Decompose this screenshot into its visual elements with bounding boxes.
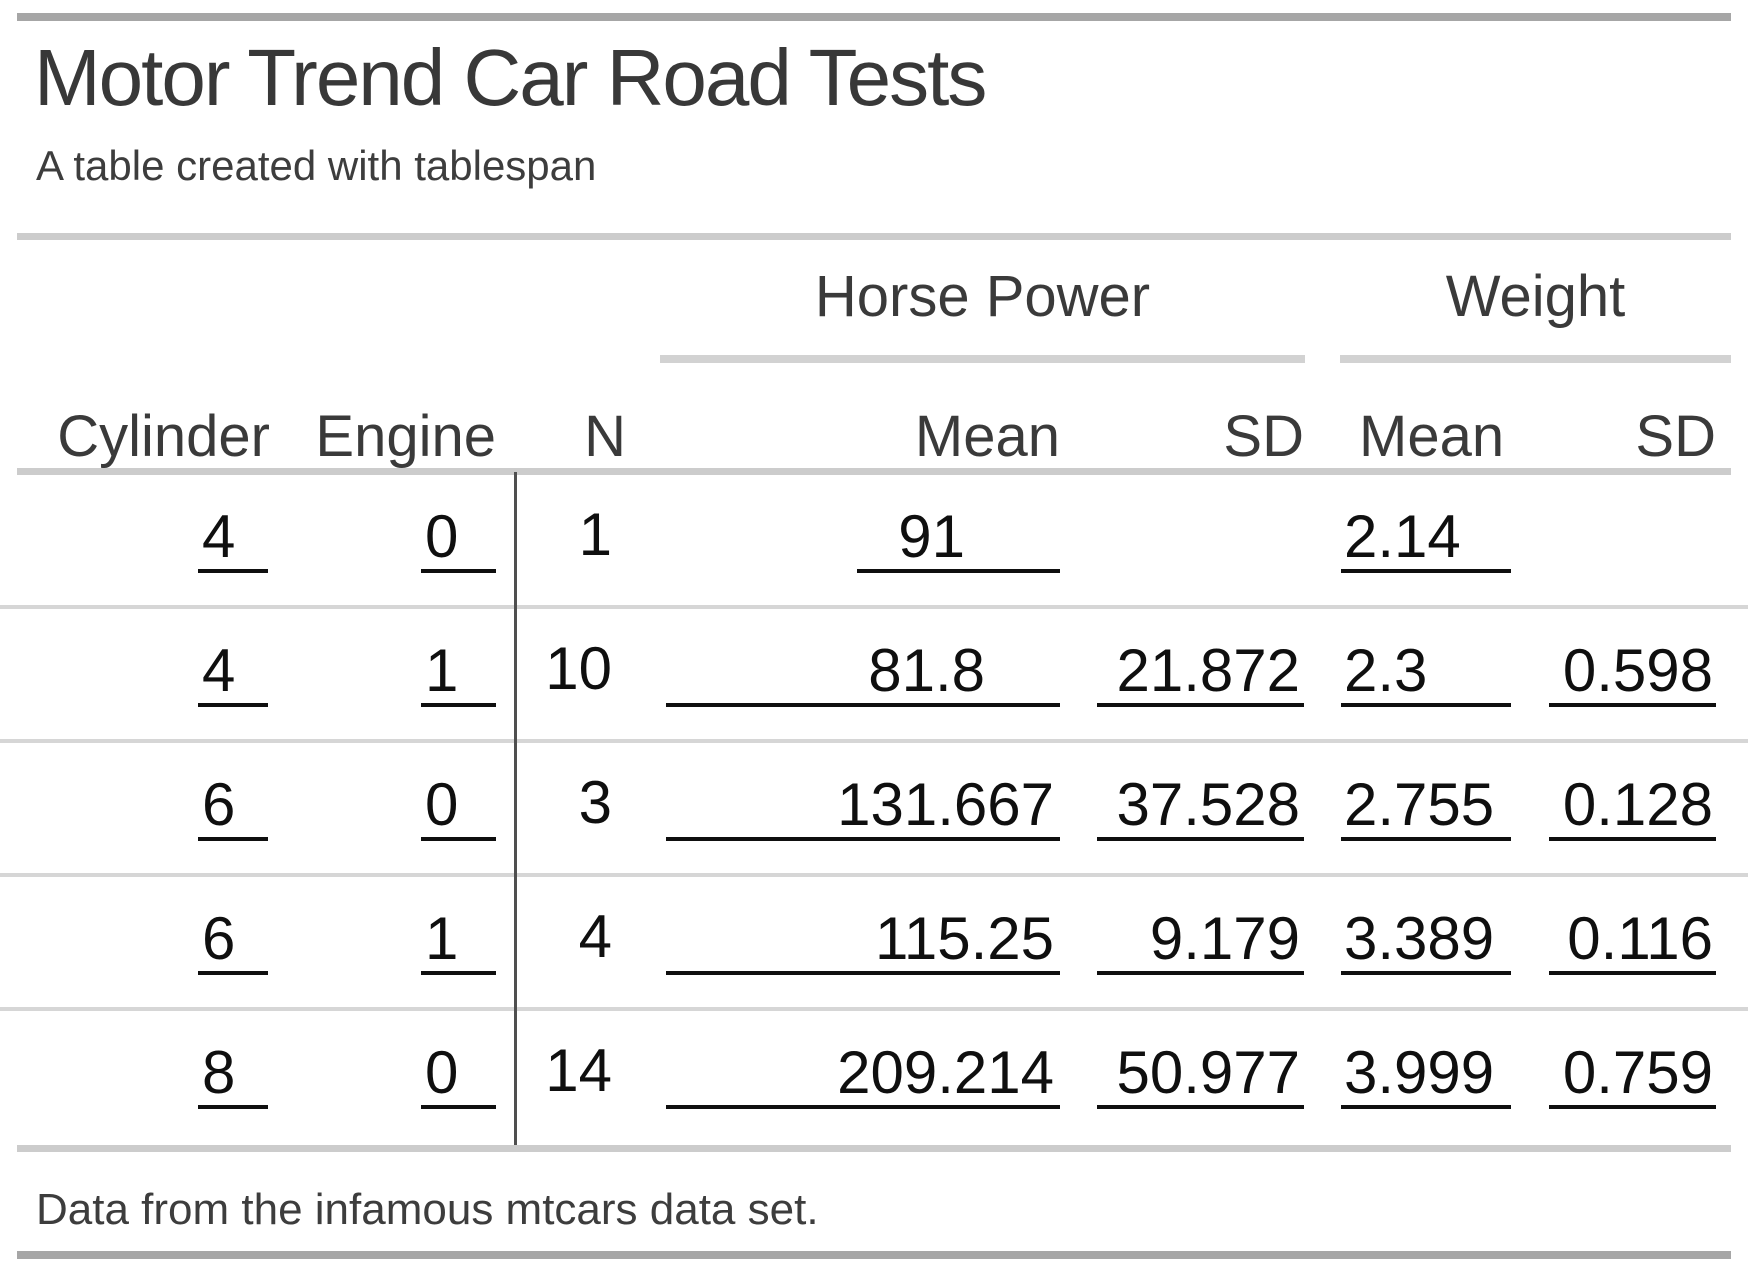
top-frame-bar xyxy=(17,13,1731,21)
column-group-weight: Weight xyxy=(1445,264,1626,329)
column-header-n: N xyxy=(584,404,626,469)
cell-engine: 0 xyxy=(421,1043,496,1109)
table-body: 4 0 1 91 2.14 4 1 10 81.8 21.872 2.3 0.5… xyxy=(0,475,1748,1141)
column-header-weight-sd: SD xyxy=(1635,404,1716,469)
cell-engine: 1 xyxy=(421,909,496,975)
cell-n: 14 xyxy=(545,1037,612,1104)
table-row: 4 1 10 81.8 21.872 2.3 0.598 xyxy=(0,605,1748,739)
cell-horsepower-mean: 131.667 xyxy=(666,775,1060,841)
cell-cylinder: 4 xyxy=(198,641,268,707)
cell-horsepower-mean: 209.214 xyxy=(666,1043,1060,1109)
column-header-horsepower-sd: SD xyxy=(1223,404,1304,469)
cell-engine: 1 xyxy=(421,641,496,707)
column-group-horse-power: Horse Power xyxy=(814,264,1151,329)
cell-weight-mean: 2.3 xyxy=(1341,641,1511,707)
bottom-frame-bar xyxy=(17,1251,1731,1259)
page-subtitle: A table created with tablespan xyxy=(36,142,597,189)
cell-weight-mean: 3.389 xyxy=(1341,909,1511,975)
column-header-weight-mean: Mean xyxy=(1359,404,1505,469)
column-header-engine: Engine xyxy=(315,404,496,469)
subtitle-divider xyxy=(17,233,1731,240)
cell-weight-mean: 2.755 xyxy=(1341,775,1511,841)
cell-horsepower-mean: 91 xyxy=(857,507,1060,573)
cell-cylinder: 6 xyxy=(198,909,268,975)
cell-horsepower-sd: 37.528 xyxy=(1097,775,1304,841)
weight-group-rule xyxy=(1340,355,1731,363)
column-header-cylinder: Cylinder xyxy=(57,404,270,469)
cell-n: 1 xyxy=(578,501,612,568)
horse-power-group-rule xyxy=(660,355,1305,363)
stub-divider-rule xyxy=(514,472,517,1150)
cell-engine: 0 xyxy=(421,775,496,841)
table-row: 4 0 1 91 2.14 xyxy=(0,475,1748,605)
header-rule xyxy=(17,468,1731,475)
cell-n: 3 xyxy=(578,769,612,836)
table-row: 6 0 3 131.667 37.528 2.755 0.128 xyxy=(0,739,1748,873)
cell-engine: 0 xyxy=(421,507,496,573)
cell-horsepower-mean: 81.8 xyxy=(666,641,1060,707)
cell-weight-sd: 0.759 xyxy=(1549,1043,1716,1109)
cell-weight-mean: 3.999 xyxy=(1341,1043,1511,1109)
cell-n: 4 xyxy=(578,903,612,970)
cell-horsepower-sd: 9.179 xyxy=(1097,909,1304,975)
cell-horsepower-mean: 115.25 xyxy=(666,909,1060,975)
cell-weight-mean: 2.14 xyxy=(1341,507,1511,573)
table-row: 8 0 14 209.214 50.977 3.999 0.759 xyxy=(0,1007,1748,1141)
table-footnote: Data from the infamous mtcars data set. xyxy=(36,1185,819,1234)
cell-weight-sd: 0.598 xyxy=(1549,641,1716,707)
cell-cylinder: 6 xyxy=(198,775,268,841)
cell-horsepower-sd: 21.872 xyxy=(1097,641,1304,707)
cell-horsepower-sd: 50.977 xyxy=(1097,1043,1304,1109)
body-bottom-rule xyxy=(17,1145,1731,1152)
cell-n: 10 xyxy=(545,635,612,702)
column-header-horsepower-mean: Mean xyxy=(914,404,1060,469)
cell-cylinder: 8 xyxy=(198,1043,268,1109)
cell-weight-sd: 0.116 xyxy=(1549,909,1716,975)
cell-weight-sd: 0.128 xyxy=(1549,775,1716,841)
table-row: 6 1 4 115.25 9.179 3.389 0.116 xyxy=(0,873,1748,1007)
page-title: Motor Trend Car Road Tests xyxy=(34,33,987,122)
cell-cylinder: 4 xyxy=(198,507,268,573)
